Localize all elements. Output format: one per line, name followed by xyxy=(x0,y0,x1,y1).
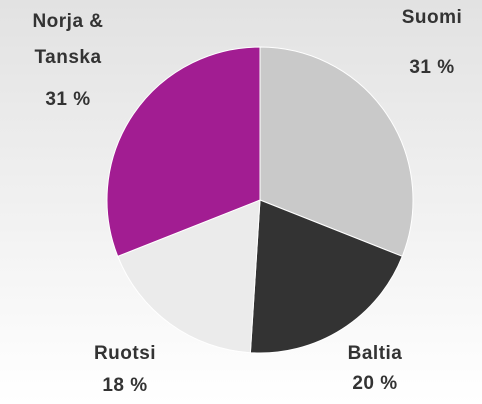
category-label: Suomi xyxy=(401,7,463,28)
pie-slice xyxy=(259,46,414,257)
pie-slice xyxy=(117,199,261,354)
category-label: Norja & Tanska xyxy=(32,11,104,68)
pie-slice xyxy=(106,46,261,257)
pie-slice xyxy=(249,199,403,354)
category-label: Ruotsi xyxy=(93,343,157,364)
value-label: 18 % xyxy=(102,375,148,396)
value-label: 31 % xyxy=(409,57,455,78)
value-label: 31 % xyxy=(45,89,91,110)
value-label: 20 % xyxy=(352,373,398,394)
category-label: Baltia xyxy=(347,343,403,364)
